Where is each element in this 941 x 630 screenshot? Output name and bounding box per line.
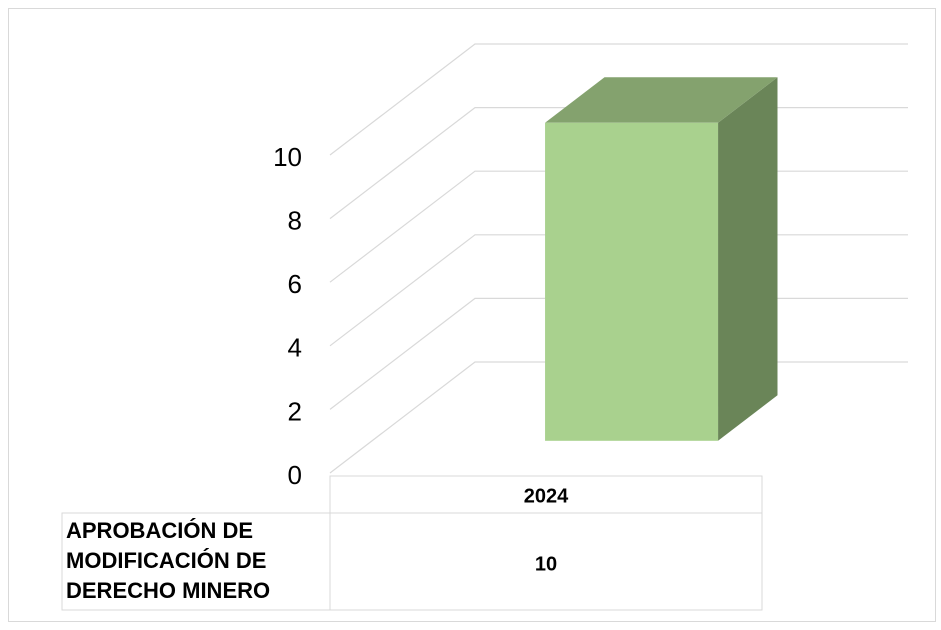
bar-top [545, 77, 778, 123]
y-tick-label: 4 [288, 333, 302, 363]
table-value: 10 [535, 553, 557, 575]
y-tick-label: 8 [288, 205, 302, 235]
y-tick-label: 0 [288, 460, 302, 490]
bar [545, 122, 719, 441]
series-name: APROBACIÓN DE MODIFICACIÓN DE DERECHO MI… [66, 518, 271, 603]
chart-border [8, 8, 936, 622]
bar-side [718, 77, 778, 441]
table-value-cell [329, 512, 763, 611]
y-tick-label: 2 [288, 396, 302, 426]
y-tick-label: 10 [273, 142, 302, 172]
y-tick-label: 6 [288, 269, 302, 299]
grid-line [329, 43, 908, 156]
x-tick-label: 2024 [524, 485, 569, 507]
